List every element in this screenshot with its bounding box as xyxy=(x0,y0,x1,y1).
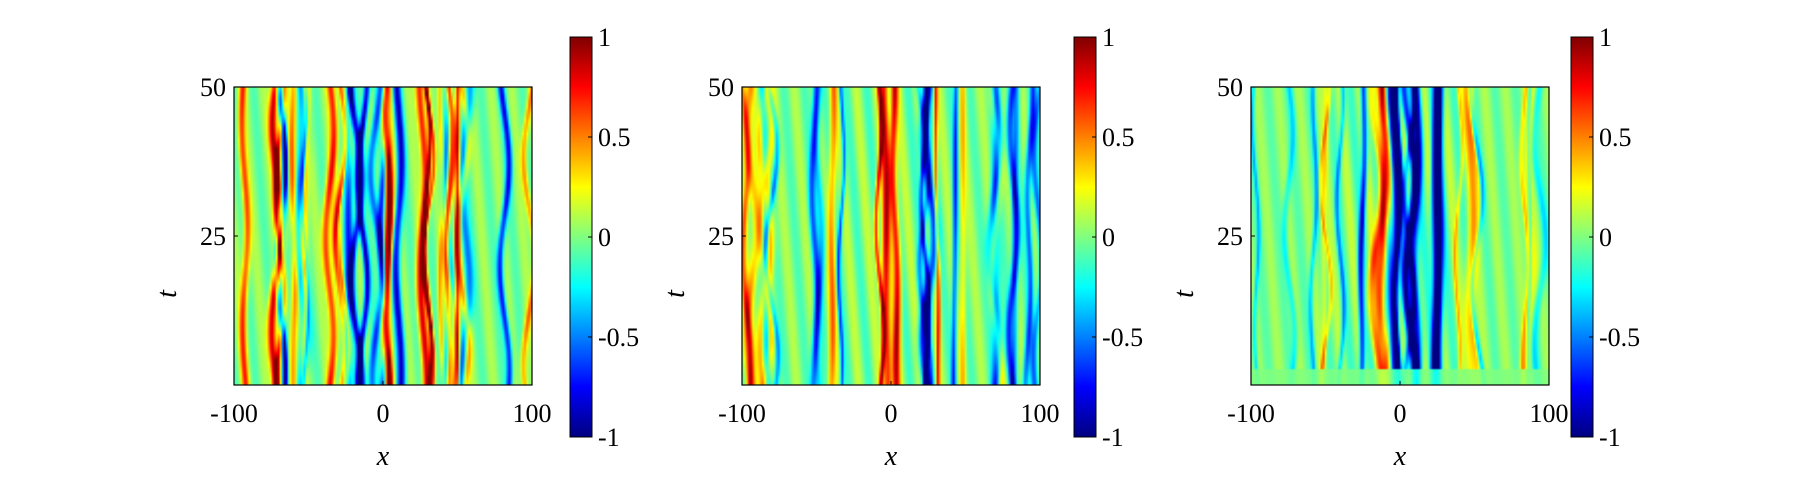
colorbar-tick-label: -1 xyxy=(1102,423,1124,452)
colorbar-tick-label: 0.5 xyxy=(1599,123,1632,152)
y-tick-label: 25 xyxy=(1217,222,1243,251)
x-tick-label: -100 xyxy=(210,399,258,428)
x-tick-label: 100 xyxy=(1530,399,1569,428)
y-axis-label: t xyxy=(152,289,183,298)
colorbar-tick-label: 1 xyxy=(598,23,611,52)
x-tick-label: 100 xyxy=(1021,399,1060,428)
x-tick-label: 0 xyxy=(885,399,898,428)
colorbar-tick-label: -1 xyxy=(1599,423,1621,452)
x-axis-label: x xyxy=(884,441,898,472)
y-axis-label: t xyxy=(660,289,691,298)
x-axis-label: x xyxy=(1393,441,1407,472)
x-tick-label: 0 xyxy=(377,399,390,428)
x-tick-label: 100 xyxy=(513,399,552,428)
y-axis-label: t xyxy=(1169,289,1200,298)
colorbar-tick-label: 1 xyxy=(1102,23,1115,52)
colorbar-tick-label: 0.5 xyxy=(1102,123,1135,152)
colorbar-tick-label: -0.5 xyxy=(1102,323,1143,352)
colorbar-tick-label: 0.5 xyxy=(598,123,631,152)
heatmap-image-left xyxy=(234,87,532,385)
heatmap-image-middle xyxy=(742,87,1040,385)
colorbar-tick-label: 0 xyxy=(1102,223,1115,252)
x-tick-label: -100 xyxy=(1227,399,1275,428)
x-axis-label: x xyxy=(376,441,390,472)
colorbar-tick-label: 0 xyxy=(1599,223,1612,252)
y-tick-label: 50 xyxy=(200,73,226,102)
heatmap-image-right xyxy=(1251,87,1549,385)
colorbar-tick-label: -0.5 xyxy=(1599,323,1640,352)
colorbar-tick-label: -0.5 xyxy=(598,323,639,352)
colorbar-tick-label: 1 xyxy=(1599,23,1612,52)
y-tick-label: 25 xyxy=(708,222,734,251)
y-tick-label: 50 xyxy=(708,73,734,102)
y-tick-label: 50 xyxy=(1217,73,1243,102)
x-tick-label: 0 xyxy=(1394,399,1407,428)
y-tick-label: 25 xyxy=(200,222,226,251)
x-tick-label: -100 xyxy=(718,399,766,428)
colorbar-tick-label: -1 xyxy=(598,423,620,452)
colorbar-tick-label: 0 xyxy=(598,223,611,252)
